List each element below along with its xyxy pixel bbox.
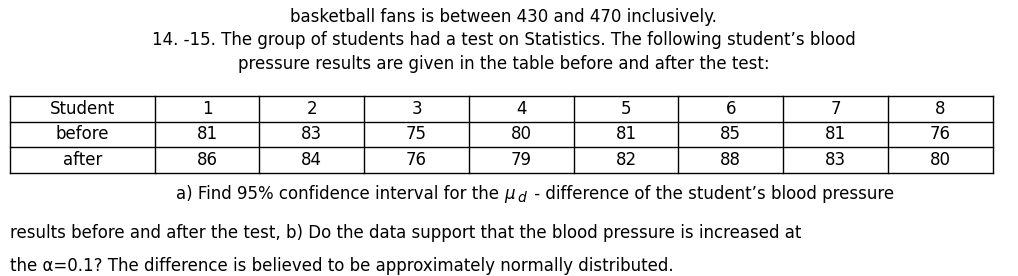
Text: 81: 81 xyxy=(196,125,218,144)
Text: 85: 85 xyxy=(721,125,741,144)
Text: 5: 5 xyxy=(621,100,631,118)
Text: 79: 79 xyxy=(511,151,531,169)
Text: a) Find 95% confidence interval for the: a) Find 95% confidence interval for the xyxy=(175,185,504,203)
Text: 3: 3 xyxy=(411,100,421,118)
Text: d: d xyxy=(517,192,525,205)
Text: 76: 76 xyxy=(929,125,951,144)
Text: 6: 6 xyxy=(726,100,736,118)
Text: 4: 4 xyxy=(516,100,526,118)
Text: 83: 83 xyxy=(825,151,846,169)
Text: μ: μ xyxy=(504,185,514,203)
Text: the α=0.1? The difference is believed to be approximately normally distributed.: the α=0.1? The difference is believed to… xyxy=(10,257,674,275)
Text: 81: 81 xyxy=(616,125,636,144)
Text: before: before xyxy=(56,125,109,144)
Text: - difference of the student’s blood pressure: - difference of the student’s blood pres… xyxy=(529,185,894,203)
Text: 14. -15. The group of students had a test on Statistics. The following student’s: 14. -15. The group of students had a tes… xyxy=(152,31,856,73)
Text: 80: 80 xyxy=(929,151,951,169)
Text: 84: 84 xyxy=(301,151,323,169)
Text: 83: 83 xyxy=(301,125,323,144)
Text: after: after xyxy=(63,151,102,169)
Text: 76: 76 xyxy=(406,151,427,169)
Text: 1: 1 xyxy=(202,100,213,118)
Text: 75: 75 xyxy=(406,125,427,144)
Text: results before and after the test, b) Do the data support that the blood pressur: results before and after the test, b) Do… xyxy=(10,224,801,242)
Text: 81: 81 xyxy=(825,125,846,144)
Text: 86: 86 xyxy=(196,151,218,169)
Text: basketball fans is between 430 and 470 inclusively.: basketball fans is between 430 and 470 i… xyxy=(290,8,718,26)
Text: Student: Student xyxy=(50,100,115,118)
Text: 80: 80 xyxy=(511,125,531,144)
Text: 7: 7 xyxy=(831,100,841,118)
Text: 2: 2 xyxy=(306,100,318,118)
Text: 82: 82 xyxy=(616,151,636,169)
Text: 8: 8 xyxy=(935,100,946,118)
Text: 88: 88 xyxy=(721,151,741,169)
